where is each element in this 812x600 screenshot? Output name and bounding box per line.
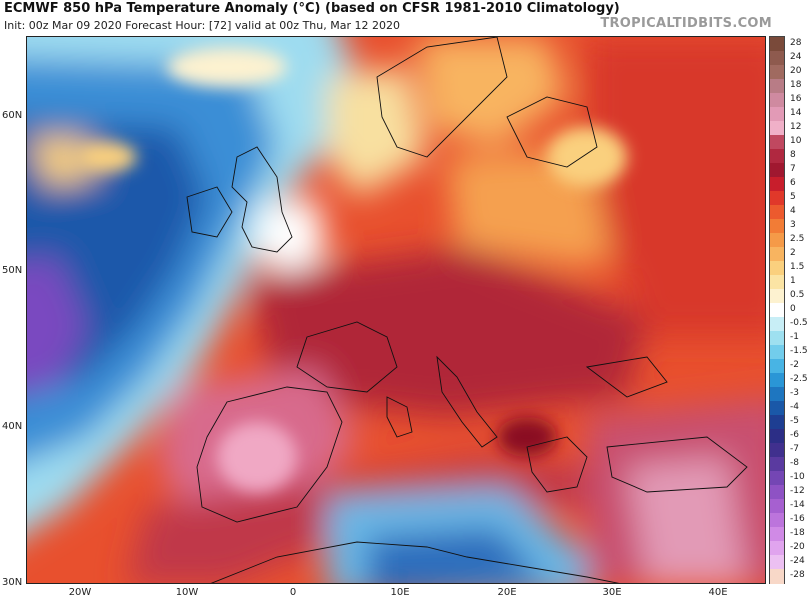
colorbar-cell [770,499,784,514]
colorbar-label: 6 [790,178,796,188]
colorbar-label: -24 [790,556,805,566]
colorbar-label: -14 [790,500,805,510]
colorbar-cell [770,121,784,136]
lat-label-40n: 40N [2,421,23,432]
colorbar-cell [770,93,784,108]
colorbar-cell [770,79,784,94]
colorbar-cell [770,107,784,122]
colorbar-label: 16 [790,94,802,104]
lon-label-40e: 40E [708,587,728,598]
colorbar-label: 28 [790,38,802,48]
temperature-colorbar [769,36,785,584]
lon-label-10w: 10W [175,587,199,598]
colorbar-label: -7 [790,444,799,454]
colorbar-label: 10 [790,136,802,146]
colorbar-label: 14 [790,108,802,118]
colorbar-label: -4 [790,402,799,412]
colorbar-label: -5 [790,416,799,426]
colorbar-cell [770,359,784,374]
colorbar-label: 7 [790,164,796,174]
map-subtitle: Init: 00z Mar 09 2020 Forecast Hour: [72… [4,19,400,32]
colorbar-cell [770,275,784,290]
colorbar-label: -1 [790,332,799,342]
colorbar-cell [770,415,784,430]
colorbar-cell [770,541,784,556]
colorbar-cell [770,65,784,80]
lat-label-30n: 30N [2,577,23,588]
colorbar-cell [770,37,784,52]
colorbar-label: -2 [790,360,799,370]
colorbar-cell [770,261,784,276]
colorbar-label: -3 [790,388,799,398]
colorbar-cell [770,247,784,262]
colorbar-label: 12 [790,122,802,132]
colorbar-cell [770,331,784,346]
colorbar-label: 3 [790,220,796,230]
colorbar-cell [770,443,784,458]
colorbar-cell [770,457,784,472]
colorbar-cell [770,527,784,542]
colorbar-cell [770,135,784,150]
colorbar-cell [770,345,784,360]
colorbar-label: -18 [790,528,805,538]
colorbar-label: 5 [790,192,796,202]
colorbar-cell [770,429,784,444]
colorbar-label: 2.5 [790,234,805,244]
lat-label-50n: 50N [2,265,23,276]
map-title: ECMWF 850 hPa Temperature Anomaly (°C) (… [4,1,620,16]
colorbar-label: -6 [790,430,799,440]
colorbar-label: -12 [790,486,805,496]
colorbar-label: 0.5 [790,290,805,300]
colorbar-label: 1.5 [790,262,805,272]
colorbar-label: -10 [790,472,805,482]
colorbar-cell [770,513,784,528]
colorbar-label: 2 [790,248,796,258]
lat-label-60n: 60N [2,110,23,121]
colorbar-cell [770,191,784,206]
colorbar-cell [770,317,784,332]
colorbar-label: -8 [790,458,799,468]
lon-label-30e: 30E [602,587,622,598]
lon-label-10e: 10E [390,587,410,598]
colorbar-label: 4 [790,206,796,216]
colorbar-label: -20 [790,542,805,552]
colorbar-cell [770,233,784,248]
colorbar-label: -2.5 [790,374,808,384]
colorbar-label: 24 [790,52,802,62]
coastlines [186,37,748,583]
colorbar-cell [770,471,784,486]
brand-watermark[interactable]: TROPICALTIDBITS.COM [600,16,772,31]
colorbar-label: -0.5 [790,318,808,328]
lon-label-0: 0 [289,587,297,598]
colorbar-cell [770,51,784,66]
colorbar-cell [770,569,784,584]
temperature-anomaly-map [26,36,766,584]
colorbar-cell [770,149,784,164]
anomaly-field [27,37,765,583]
colorbar-cell [770,177,784,192]
colorbar-cell [770,303,784,318]
anomaly-detail [77,47,627,492]
colorbar-cell [770,373,784,388]
colorbar-label: 20 [790,66,802,76]
colorbar-label: 8 [790,150,796,160]
colorbar-cell [770,163,784,178]
colorbar-label: 1 [790,276,796,286]
colorbar-cell [770,205,784,220]
colorbar-cell [770,387,784,402]
colorbar-label: 0 [790,304,796,314]
colorbar-cell [770,289,784,304]
colorbar-cell [770,555,784,570]
colorbar-label: -28 [790,570,805,580]
colorbar-cell [770,219,784,234]
map-canvas [27,37,765,583]
colorbar-label: -16 [790,514,805,524]
lon-label-20w: 20W [68,587,92,598]
colorbar-label: 18 [790,80,802,90]
colorbar-cell [770,485,784,500]
colorbar-label: -1.5 [790,346,808,356]
colorbar-cell [770,401,784,416]
lon-label-20e: 20E [497,587,517,598]
